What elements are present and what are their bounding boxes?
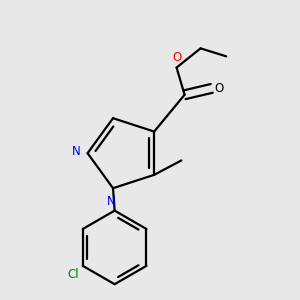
Text: O: O xyxy=(172,51,181,64)
Text: N: N xyxy=(107,195,116,208)
Text: N: N xyxy=(72,145,80,158)
Text: Cl: Cl xyxy=(67,268,79,281)
Text: O: O xyxy=(214,82,224,95)
